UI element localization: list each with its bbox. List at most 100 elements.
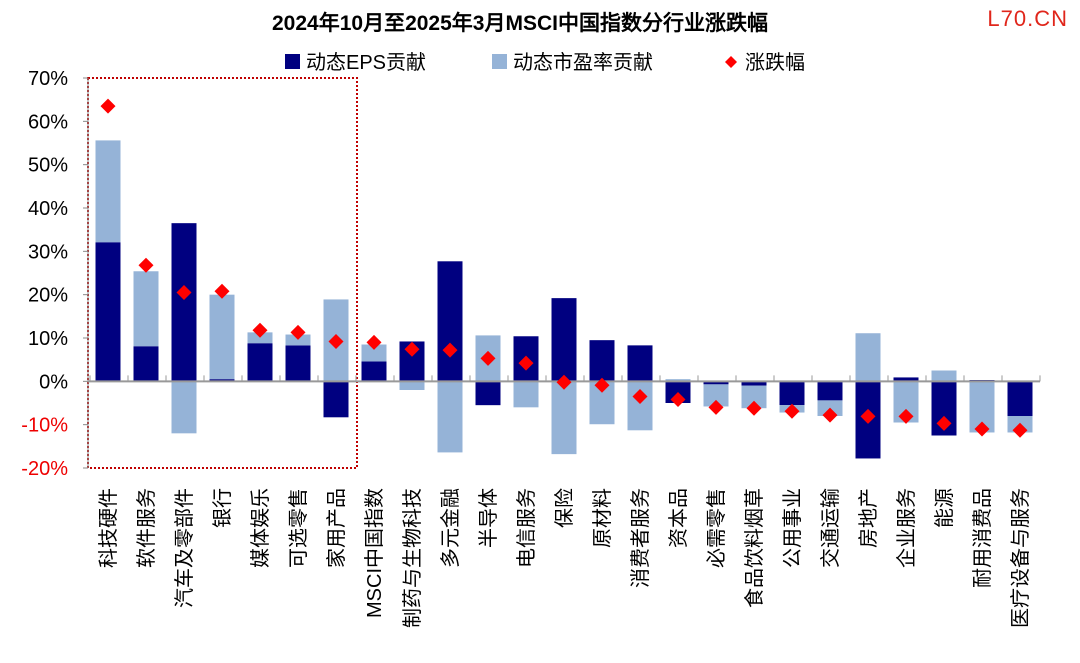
marker-change — [936, 415, 952, 431]
category-label: 银行 — [211, 488, 234, 528]
category-label: 制药与生物科技 — [401, 488, 424, 628]
category-label: 原材料 — [591, 488, 614, 548]
bar-eps-contribution — [779, 381, 805, 406]
marker-change — [822, 407, 838, 423]
bar-eps-contribution — [589, 340, 615, 382]
category-label: 半导体 — [477, 488, 500, 548]
category-label: 媒体娱乐 — [249, 488, 272, 568]
category-label: 保险 — [553, 488, 576, 528]
marker-change — [974, 421, 990, 437]
y-tick-label: 60% — [28, 111, 68, 133]
y-tick-label: 30% — [28, 241, 68, 263]
category-label: 食品饮料烟草 — [743, 488, 766, 608]
marker-change — [366, 334, 382, 350]
bar-eps-contribution — [817, 381, 843, 401]
legend: 动态EPS贡献 动态市盈率贡献 涨跌幅 — [285, 51, 805, 74]
bar-pe-contribution — [665, 379, 691, 382]
category-label: 医疗设备与服务 — [1009, 488, 1032, 628]
marker-change — [708, 399, 724, 415]
bar-eps-contribution — [247, 343, 273, 382]
bar-eps-contribution — [1007, 381, 1033, 416]
y-tick-label: 40% — [28, 198, 68, 220]
bar-pe-contribution — [171, 381, 197, 434]
marker-change — [290, 324, 306, 340]
category-label: MSCI中国指数 — [363, 488, 386, 618]
watermark-logo: L70.CN — [987, 6, 1068, 31]
marker-change — [176, 285, 192, 300]
y-tick-label: 10% — [28, 328, 68, 350]
bar-eps-contribution — [285, 345, 311, 382]
bar-eps-contribution — [133, 346, 159, 382]
bar-eps-contribution — [741, 381, 767, 386]
legend-label: 动态市盈率贡献 — [513, 51, 653, 74]
y-tick-label: 70% — [28, 68, 68, 90]
category-label: 电信服务 — [515, 488, 538, 568]
bar-eps-contribution — [893, 377, 919, 382]
bar-pe-contribution — [209, 294, 235, 380]
category-label: 必需零售 — [705, 488, 728, 568]
marker-change — [898, 408, 914, 424]
bar-eps-contribution — [95, 242, 121, 382]
marker-change — [556, 374, 572, 390]
legend-swatch — [492, 54, 507, 69]
bar-pe-contribution — [551, 381, 577, 455]
bar-pe-contribution — [703, 384, 729, 407]
bar-eps-contribution — [171, 223, 197, 382]
marker-change — [214, 283, 230, 299]
category-label: 企业服务 — [895, 488, 918, 568]
bar-pe-contribution — [627, 381, 653, 431]
marker-change — [328, 333, 344, 349]
bar-pe-contribution — [437, 381, 463, 453]
bar-eps-contribution — [703, 381, 729, 385]
marker-change — [746, 400, 762, 416]
y-tick-label: -10% — [21, 415, 68, 437]
marker-change — [1012, 422, 1028, 438]
marker-change — [670, 392, 686, 408]
bar-pe-contribution — [133, 271, 159, 347]
marker-change — [632, 389, 648, 404]
bar-eps-contribution — [551, 298, 577, 382]
bar-pe-contribution — [399, 381, 425, 390]
bar-eps-contribution — [361, 361, 387, 382]
category-label: 能源 — [933, 488, 956, 528]
y-tick-label: 20% — [28, 285, 68, 307]
marker-change — [252, 322, 268, 338]
bar-pe-contribution — [855, 333, 881, 382]
bar-pe-contribution — [513, 381, 539, 408]
marker-change — [442, 342, 458, 358]
marker-change — [594, 377, 610, 393]
category-label: 可选零售 — [287, 488, 310, 568]
legend-label: 动态EPS贡献 — [306, 51, 426, 74]
category-label: 软件服务 — [135, 488, 158, 568]
chart-title: 2024年10月至2025年3月MSCI中国指数分行业涨跌幅 — [272, 11, 768, 35]
legend-marker-diamond — [725, 56, 737, 68]
category-label: 公用事业 — [781, 488, 804, 568]
category-label: 家用产品 — [325, 488, 348, 568]
bar-pe-contribution — [741, 385, 767, 409]
marker-change — [860, 408, 876, 424]
category-label: 房地产 — [857, 488, 880, 548]
marker-change — [404, 341, 420, 357]
category-label: 消费者服务 — [629, 488, 652, 588]
highlight-box — [87, 77, 358, 469]
plot-area: -20% -10% 0% 10% 20% 30% 40% 50% 60% 70% 科技硬件 软件服务汽… — [21, 68, 1041, 628]
y-tick-label: 0% — [39, 371, 68, 393]
bar-eps-contribution — [323, 381, 349, 418]
category-label: 资本品 — [667, 488, 690, 548]
bar-eps-contribution — [475, 381, 501, 406]
bar-eps-contribution — [209, 379, 235, 382]
bar-pe-contribution — [95, 140, 121, 243]
marker-change — [784, 403, 800, 419]
bar-pe-contribution — [285, 334, 311, 346]
legend-label: 涨跌幅 — [745, 51, 805, 74]
marker-change — [518, 355, 534, 371]
y-tick-label: -20% — [21, 458, 68, 480]
marker-change — [138, 257, 154, 273]
marker-change — [480, 350, 496, 366]
category-label: 交通运输 — [819, 488, 842, 568]
bar-eps-contribution — [437, 261, 463, 382]
category-label: 汽车及零部件 — [173, 488, 196, 608]
bar-eps-contribution — [627, 345, 653, 382]
